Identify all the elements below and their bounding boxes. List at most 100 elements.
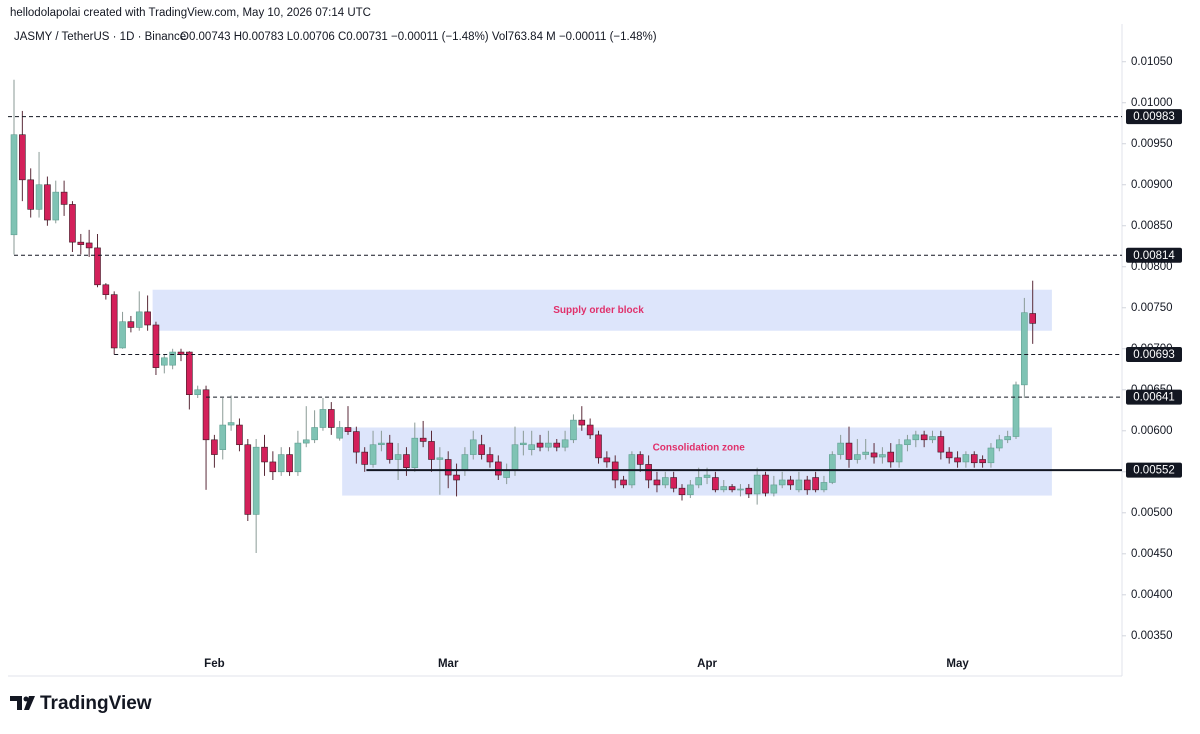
candle-body	[386, 442, 394, 460]
candle-body	[570, 419, 577, 441]
y-tick-label: 0.00750	[1131, 302, 1173, 314]
candle-body	[344, 427, 352, 432]
candle-body	[962, 454, 970, 463]
candle-body	[803, 479, 811, 491]
candle-body	[186, 351, 193, 395]
y-tick-label: 0.01050	[1131, 56, 1173, 68]
candle-body	[687, 484, 694, 496]
candle-body	[712, 477, 719, 491]
candle-body	[60, 191, 68, 205]
candle-body	[528, 444, 536, 450]
level-label: 0.00641	[1133, 392, 1175, 404]
candle-body	[69, 204, 76, 243]
candle-body	[536, 442, 544, 448]
candle-body	[419, 437, 427, 442]
level-tag	[1126, 109, 1182, 125]
level-tag	[1126, 389, 1182, 405]
candle-body	[854, 454, 861, 460]
candle-body	[35, 184, 43, 210]
candle-body	[378, 442, 385, 446]
level-tag	[1126, 462, 1182, 478]
candle-body	[27, 179, 35, 210]
y-tick-label: 0.00350	[1131, 630, 1173, 642]
candle-body	[461, 454, 469, 471]
attribution: hellodolapolai created with TradingView.…	[10, 7, 371, 19]
candle-body	[862, 451, 870, 455]
candle-body	[244, 444, 252, 515]
candle-body	[428, 441, 435, 460]
x-tick-label: May	[946, 658, 969, 670]
candle-body	[252, 446, 260, 515]
candle-body	[828, 454, 836, 483]
candle-body	[152, 324, 160, 368]
candle-body	[311, 427, 318, 441]
y-tick-label: 0.00400	[1131, 589, 1173, 601]
candle-body	[294, 442, 302, 473]
candle-body	[678, 487, 686, 496]
candle-body	[979, 459, 986, 464]
candle-body	[995, 439, 1003, 449]
candle-body	[545, 442, 552, 448]
candle-body	[645, 464, 652, 481]
candle-body	[194, 389, 201, 395]
candle-body	[102, 284, 110, 295]
candle-body	[503, 469, 510, 478]
candle-body	[887, 451, 895, 463]
candle-body	[737, 488, 744, 491]
level-tag	[1126, 347, 1182, 363]
level-tag	[1126, 247, 1182, 263]
candle-body	[19, 134, 26, 181]
candle-body	[369, 444, 377, 465]
x-tick-label: Mar	[438, 658, 459, 670]
candle-body	[478, 444, 485, 455]
candle-body	[987, 447, 995, 464]
candle-body	[436, 457, 444, 460]
candle-body	[553, 442, 561, 448]
candle-body	[169, 351, 176, 366]
candle-body	[561, 439, 569, 448]
candle-body	[219, 424, 227, 450]
candle-body	[595, 434, 602, 459]
candle-body	[954, 457, 961, 463]
level-label: 0.00814	[1133, 250, 1175, 262]
x-tick-label: Apr	[697, 658, 717, 670]
candle-body	[945, 451, 953, 459]
y-tick-label: 0.00600	[1131, 425, 1173, 437]
candle-body	[845, 442, 853, 460]
candle-body	[261, 446, 268, 463]
candle-body	[670, 477, 677, 489]
zone-label: Supply order block	[553, 305, 644, 316]
candle-body	[110, 294, 118, 349]
candle-body	[661, 477, 669, 486]
candle-body	[586, 424, 594, 436]
candle-body	[703, 474, 711, 478]
ohlc-legend: O0.00743 H0.00783 L0.00706 C0.00731 −0.0…	[180, 31, 657, 43]
candle-body	[52, 191, 60, 221]
logo	[10, 696, 35, 710]
candle-body	[302, 439, 310, 444]
candle-body	[444, 459, 452, 476]
y-tick-label: 0.00500	[1131, 507, 1173, 519]
candle-body	[286, 454, 293, 473]
candle-body	[728, 486, 736, 491]
candle-body	[695, 477, 703, 486]
candle-body	[361, 451, 369, 465]
candle-body	[937, 436, 945, 453]
brand: TradingView	[40, 693, 152, 714]
zone-label: Consolidation zone	[653, 443, 746, 454]
y-tick-label: 0.00800	[1131, 261, 1173, 273]
candle-body	[929, 436, 936, 441]
candle-body	[720, 486, 728, 491]
candle-body	[269, 461, 277, 473]
candle-body	[319, 409, 327, 428]
candle-body	[135, 311, 143, 328]
candle-body	[127, 321, 135, 328]
y-tick-label: 0.00900	[1131, 179, 1173, 191]
candle-body	[745, 487, 753, 495]
level-label: 0.00552	[1133, 465, 1175, 477]
candle-body	[327, 409, 335, 428]
candle-body	[277, 454, 285, 473]
candle-body	[778, 479, 786, 486]
candle-body	[453, 474, 460, 481]
